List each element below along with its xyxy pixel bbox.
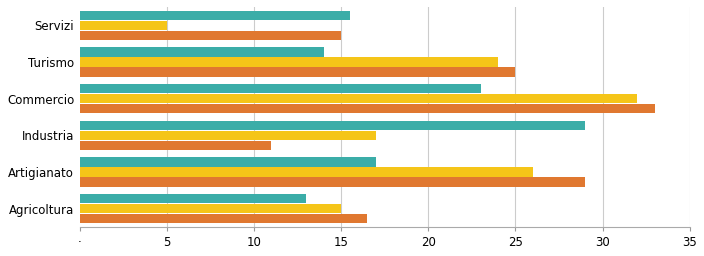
Bar (80, 121, 585, 130)
Bar (80, 177, 585, 187)
Bar (80, 47, 324, 57)
Bar (80, 214, 367, 223)
Bar (80, 11, 350, 20)
Bar (80, 31, 341, 40)
Bar (80, 104, 655, 113)
Bar (80, 84, 481, 93)
Bar (80, 94, 637, 103)
Bar (80, 167, 533, 177)
Bar (80, 157, 376, 167)
Bar (80, 21, 167, 30)
Bar (80, 194, 306, 203)
Bar (80, 57, 498, 67)
Bar (80, 67, 515, 77)
Bar (80, 141, 272, 150)
Bar (80, 204, 341, 213)
Bar (80, 131, 376, 140)
